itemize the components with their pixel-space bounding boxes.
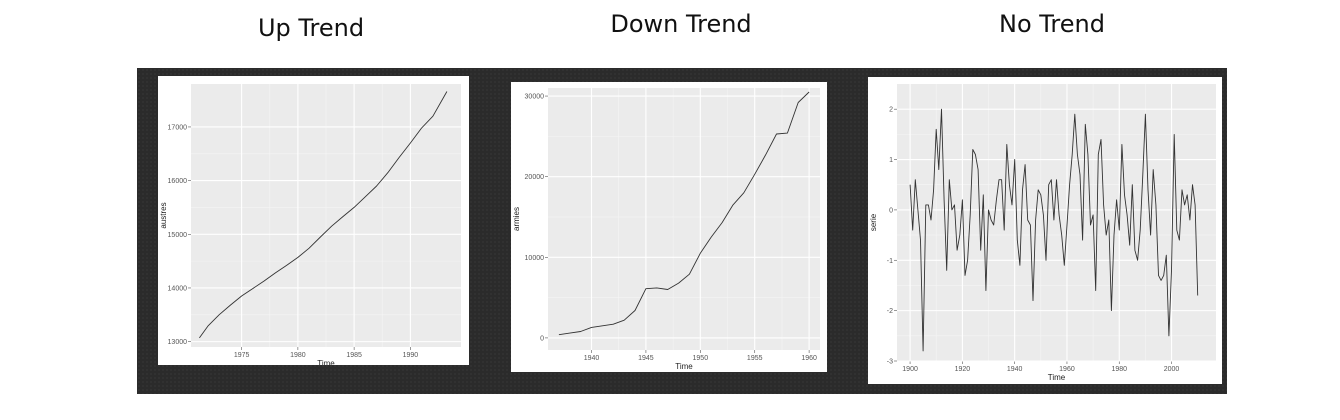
y-tick-label: 17000 bbox=[168, 124, 188, 131]
y-tick-label: 1 bbox=[889, 157, 893, 164]
chart-heading-up-trend: Up Trend bbox=[257, 14, 365, 42]
no-trend-series-line bbox=[909, 108, 1199, 352]
chart-heading-no-trend: No Trend bbox=[999, 10, 1105, 38]
y-axis-title: armies bbox=[512, 207, 521, 231]
y-tick-label: 20000 bbox=[525, 174, 545, 181]
down-trend-series-line bbox=[558, 91, 810, 336]
y-tick-label: 2 bbox=[889, 107, 893, 114]
y-axis-title: serie bbox=[869, 213, 878, 231]
x-tick-label: 1955 bbox=[747, 355, 763, 362]
y-tick-label: 0 bbox=[889, 207, 893, 214]
x-tick-label: 1990 bbox=[403, 352, 419, 359]
x-axis-title: Time bbox=[1048, 373, 1066, 382]
plot-background bbox=[548, 88, 820, 350]
x-tick-label: 1900 bbox=[902, 366, 918, 373]
x-tick-label: 2000 bbox=[1164, 366, 1180, 373]
x-axis-title: Time bbox=[675, 362, 693, 371]
plot-up-trend: 1975 1980 1985 1990 13000 14000 15000 16000 1700… bbox=[158, 76, 469, 365]
y-tick-label: -2 bbox=[887, 308, 893, 315]
y-tick-label: -3 bbox=[887, 359, 893, 366]
y-tick-label: 14000 bbox=[168, 285, 188, 292]
up-trend-chart: 1975 1980 1985 1990 13000 14000 15000 16000 1700… bbox=[159, 84, 461, 365]
y-tick-label: 30000 bbox=[525, 94, 545, 101]
x-tick-label: 1940 bbox=[584, 355, 600, 362]
x-tick-label: 1960 bbox=[1059, 366, 1075, 373]
x-tick-label: 1945 bbox=[638, 355, 654, 362]
x-tick-label: 1950 bbox=[693, 355, 709, 362]
x-tick-label: 1920 bbox=[955, 366, 971, 373]
x-tick-label: 1975 bbox=[234, 352, 250, 359]
x-tick-label: 1980 bbox=[1111, 366, 1127, 373]
no-trend-chart: 1900 1920 1940 1960 1980 2000 -3 -2 -1 0 1 2 Time ser… bbox=[869, 84, 1216, 382]
dark-backdrop-panel: 1975 1980 1985 1990 13000 14000 15000 16000 1700… bbox=[137, 68, 1227, 394]
plot-down-trend: 1940 1945 1950 1955 1960 0 10000 20000 30000 Time… bbox=[511, 82, 827, 372]
x-tick-label: 1980 bbox=[290, 352, 306, 359]
x-tick-label: 1960 bbox=[801, 355, 817, 362]
y-tick-label: 0 bbox=[540, 335, 544, 342]
y-tick-label: -1 bbox=[887, 258, 893, 265]
chart-heading-down-trend: Down Trend bbox=[610, 10, 752, 38]
y-tick-label: 13000 bbox=[168, 339, 188, 346]
down-trend-chart: 1940 1945 1950 1955 1960 0 10000 20000 30000 Time… bbox=[512, 88, 820, 371]
y-tick-label: 15000 bbox=[168, 232, 188, 239]
up-trend-series-line bbox=[199, 91, 448, 339]
plot-background bbox=[897, 84, 1216, 361]
x-tick-label: 1940 bbox=[1007, 366, 1023, 373]
plot-no-trend: 1900 1920 1940 1960 1980 2000 -3 -2 -1 0 1 2 Time ser… bbox=[868, 77, 1222, 384]
x-tick-label: 1985 bbox=[346, 352, 362, 359]
x-axis-title: Time bbox=[317, 359, 335, 365]
y-tick-label: 16000 bbox=[168, 178, 188, 185]
y-axis-title: austres bbox=[159, 202, 168, 228]
y-tick-label: 10000 bbox=[525, 255, 545, 262]
